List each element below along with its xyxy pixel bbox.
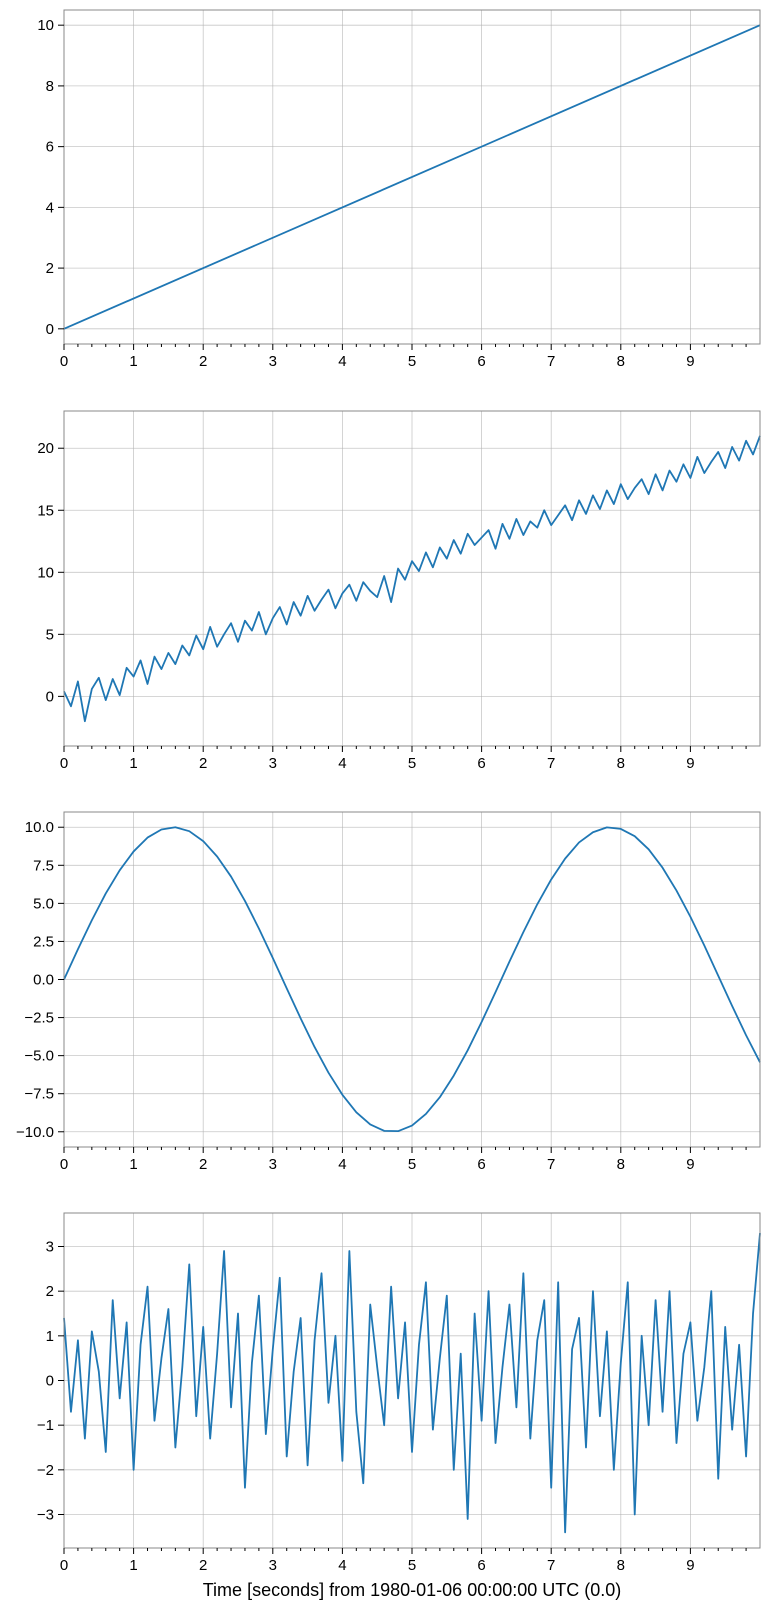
y-tick-label: 7.5	[33, 857, 54, 874]
x-tick-label: 0	[60, 1557, 68, 1574]
x-tick-label: 3	[269, 1156, 277, 1173]
y-tick-label: −2.5	[24, 1010, 54, 1027]
x-tick-label: 1	[129, 1156, 137, 1173]
series-line	[63, 24, 761, 330]
x-tick-label: 1	[129, 755, 137, 772]
x-tick-label: 3	[269, 1557, 277, 1574]
x-tick-label: 5	[408, 353, 416, 370]
series-line	[63, 1233, 761, 1534]
grid	[63, 411, 760, 746]
y-tick-label: 0	[46, 321, 54, 338]
x-tick-label: 4	[338, 1156, 346, 1173]
y-tick-label: −5.0	[24, 1048, 54, 1065]
x-tick-label: 1	[129, 353, 137, 370]
y-tick-label: 2.5	[33, 933, 54, 950]
y-tick-label: 0.0	[33, 972, 54, 989]
x-tick-label: 7	[547, 755, 555, 772]
y-tick-label: 0	[46, 1373, 54, 1390]
x-axis-label: Time [seconds] from 1980-01-06 00:00:00 …	[203, 1580, 622, 1600]
y-tick-label: 10	[37, 17, 54, 34]
x-tick-label: 4	[338, 1557, 346, 1574]
x-tick-label: 9	[686, 353, 694, 370]
x-tick-label: 4	[338, 353, 346, 370]
x-tick-label: 8	[617, 1557, 625, 1574]
x-tick-label: 5	[408, 755, 416, 772]
y-tick-label: 15	[37, 502, 54, 519]
x-tick-label: 6	[477, 1557, 485, 1574]
x-tick-label: 2	[199, 755, 207, 772]
x-tick-label: 8	[617, 353, 625, 370]
y-tick-label: 0	[46, 688, 54, 705]
x-tick-label: 3	[269, 353, 277, 370]
series-line	[63, 826, 761, 1133]
y-tick-label: 3	[46, 1239, 54, 1256]
x-tick-label: 3	[269, 755, 277, 772]
x-tick-label: 0	[60, 755, 68, 772]
x-tick-label: 7	[547, 353, 555, 370]
x-tick-label: 2	[199, 1156, 207, 1173]
x-tick-label: 5	[408, 1156, 416, 1173]
x-tick-label: 6	[477, 755, 485, 772]
x-tick-label: 2	[199, 1557, 207, 1574]
y-tick-label: 5.0	[33, 895, 54, 912]
y-tick-label: 5	[46, 626, 54, 643]
y-tick-label: −3	[37, 1507, 54, 1524]
x-tick-label: 7	[547, 1156, 555, 1173]
y-tick-label: −10.0	[16, 1124, 54, 1141]
y-tick-label: −7.5	[24, 1086, 54, 1103]
x-tick-label: 5	[408, 1557, 416, 1574]
x-tick-label: 9	[686, 1557, 694, 1574]
y-tick-label: 2	[46, 1283, 54, 1300]
axes-2: 0 1 2 3 4 5 6 7 8 9 0 5 10 15 20	[37, 410, 761, 772]
y-tick-label: 1	[46, 1328, 54, 1345]
x-tick-label: 0	[60, 353, 68, 370]
axes-3: 0 1 2 3 4 5 6 7 8 9 10.0 7.5 5.0 2.5 0.0 −2.5 −5.0 −7.5 −1…	[16, 811, 761, 1173]
y-tick-label: 4	[46, 199, 54, 216]
x-tick-label: 4	[338, 755, 346, 772]
x-tick-label: 6	[477, 1156, 485, 1173]
series-line	[63, 435, 761, 723]
y-tick-label: 8	[46, 78, 54, 95]
y-tick-label: −2	[37, 1462, 54, 1479]
x-tick-label: 6	[477, 353, 485, 370]
y-tick-label: 10	[37, 564, 54, 581]
axes-4: 0 1 2 3 4 5 6 7 8 9 3 2 1 0 −1 −2 −3	[37, 1212, 761, 1574]
y-tick-label: 2	[46, 260, 54, 277]
x-tick-label: 0	[60, 1156, 68, 1173]
y-tick-label: −1	[37, 1417, 54, 1434]
x-tick-label: 8	[617, 755, 625, 772]
x-tick-label: 7	[547, 1557, 555, 1574]
y-tick-label: 10.0	[25, 819, 54, 836]
x-tick-label: 9	[686, 755, 694, 772]
y-tick-label: 6	[46, 139, 54, 156]
x-tick-label: 2	[199, 353, 207, 370]
axes-1: 0 1 2 3 4 5 6 7 8 9 0 2 4 6 8 10	[37, 9, 761, 370]
x-tick-label: 9	[686, 1156, 694, 1173]
x-tick-label: 1	[129, 1557, 137, 1574]
x-tick-label: 8	[617, 1156, 625, 1173]
grid	[63, 1213, 760, 1548]
y-tick-label: 20	[37, 440, 54, 457]
